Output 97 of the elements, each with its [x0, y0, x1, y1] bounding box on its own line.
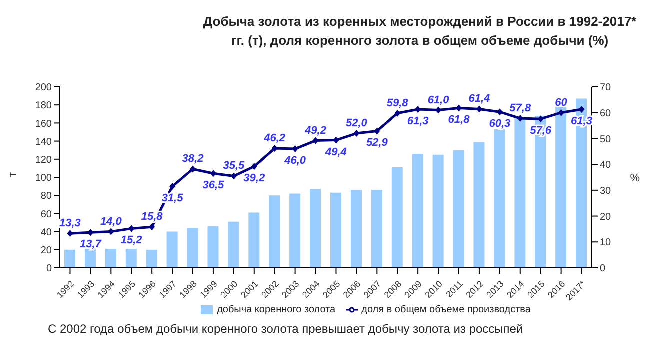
point — [558, 109, 564, 116]
point — [354, 130, 360, 138]
point — [415, 106, 422, 113]
data-label: 49,4 — [324, 146, 347, 158]
y2-tick-label: 50 — [600, 134, 612, 146]
data-label: 61,3 — [407, 115, 429, 128]
bar — [371, 190, 382, 268]
bar — [453, 150, 464, 268]
bar — [146, 250, 158, 268]
y2-axis-title: % — [630, 172, 640, 184]
data-label: 52,0 — [346, 118, 368, 130]
point — [190, 166, 196, 173]
data-label: 46,0 — [284, 155, 307, 168]
bar — [187, 228, 198, 268]
point — [578, 106, 585, 113]
data-label: 35,5 — [223, 160, 246, 172]
data-label: 61,0 — [428, 94, 450, 106]
bar — [412, 154, 424, 268]
bar — [228, 222, 240, 268]
data-label: 61,8 — [448, 114, 471, 126]
point — [456, 104, 462, 112]
point — [496, 108, 503, 116]
bar — [248, 212, 260, 268]
point — [230, 172, 237, 180]
y2-tick-label: 60 — [600, 108, 612, 120]
text: С 2002 года объем добычи коренного золота превышает добычу золота из россыпей — [48, 322, 524, 336]
point — [374, 128, 380, 135]
y-tick-label: 180 — [35, 100, 52, 112]
point — [149, 224, 156, 231]
y2-tick-label: 10 — [600, 238, 612, 249]
bar — [126, 248, 137, 268]
data-label: 60 — [555, 96, 568, 109]
data-label: 57,6 — [530, 125, 552, 138]
data-label: 39,2 — [244, 172, 266, 185]
y2-tick-label: 70 — [600, 82, 612, 94]
point — [210, 170, 216, 178]
data-label: 38,2 — [182, 153, 204, 166]
y2-tick-label: 40 — [600, 160, 612, 172]
y2-tick-label: 20 — [600, 212, 612, 223]
bar — [514, 118, 526, 268]
y-tick-label: 60 — [40, 209, 52, 220]
point — [436, 106, 442, 114]
point — [538, 116, 544, 123]
bar — [392, 168, 403, 268]
point — [394, 110, 401, 117]
data-label: 52,9 — [366, 137, 389, 150]
bar — [494, 130, 506, 268]
bar — [290, 194, 301, 268]
data-label: 15,2 — [120, 234, 142, 247]
y-tick-label: 80 — [40, 191, 52, 202]
point — [67, 230, 74, 238]
bar — [556, 106, 567, 268]
point — [272, 145, 278, 152]
point — [292, 146, 298, 153]
point — [517, 115, 524, 122]
bar — [166, 232, 178, 268]
y-tick-label: 140 — [35, 136, 52, 148]
bar — [330, 192, 342, 268]
legend-label: доля в общем объеме производства — [362, 304, 531, 316]
y-tick-label: 0 — [46, 264, 52, 275]
data-label: 61,4 — [468, 93, 490, 106]
data-label: 59,8 — [386, 97, 410, 110]
data-label: 49,2 — [304, 124, 326, 137]
y-tick-label: 200 — [35, 82, 52, 94]
y-tick-label: 40 — [40, 227, 52, 238]
y-tick-label: 160 — [35, 118, 52, 130]
bar — [310, 189, 322, 268]
point — [251, 163, 258, 170]
y-tick-label: 120 — [35, 154, 52, 166]
data-label: 60,3 — [489, 118, 511, 130]
bar — [105, 248, 116, 268]
data-label: 36,5 — [202, 180, 226, 192]
point — [128, 225, 135, 232]
bar — [474, 142, 485, 268]
y-axis-title: т — [6, 172, 19, 178]
point — [476, 106, 482, 113]
bar — [64, 250, 76, 268]
point — [333, 136, 340, 144]
y-tick-label: 100 — [35, 173, 52, 184]
bar — [269, 196, 280, 268]
y2-tick-label: 0 — [600, 264, 606, 275]
bar — [84, 248, 96, 268]
bar — [208, 226, 219, 268]
point — [170, 183, 176, 190]
point — [88, 229, 94, 236]
data-label: 46,2 — [263, 132, 286, 145]
bar — [432, 154, 444, 268]
chart-title: Добыча золота из коренных месторождений в России в 1992-2017* гг. (т), доля коренного золота в общем объеме добычи (%) — [202, 13, 638, 50]
y-tick-label: 20 — [40, 245, 52, 256]
y2-tick-label: 30 — [600, 186, 612, 197]
data-label: 57,8 — [510, 102, 532, 115]
data-label: 14,0 — [100, 216, 123, 228]
legend-label: добыча коренного золота — [217, 304, 336, 316]
point — [312, 137, 319, 144]
data-label: 13,7 — [80, 238, 102, 251]
bar — [350, 190, 362, 268]
point — [108, 228, 114, 236]
